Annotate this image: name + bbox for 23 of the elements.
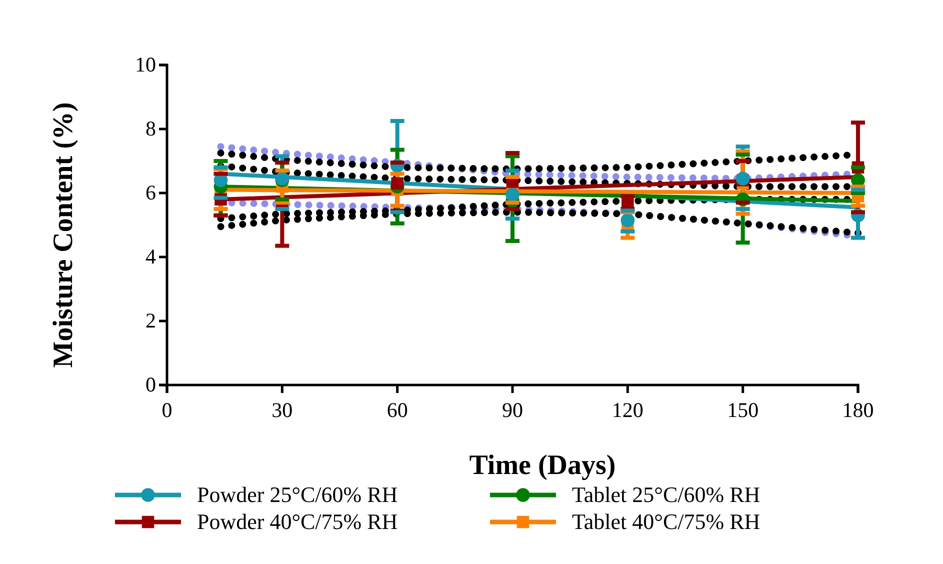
legend-label: Powder 40°C/75% RH bbox=[197, 509, 398, 534]
legend-label: Tablet 40°C/75% RH bbox=[572, 509, 760, 534]
y-tick-label: 10 bbox=[135, 52, 156, 77]
x-tick-label: 90 bbox=[502, 398, 523, 422]
point bbox=[736, 172, 750, 186]
y-axis-title: Moisture Content (%) bbox=[48, 102, 79, 368]
x-axis-title: Time (Days) bbox=[469, 450, 616, 481]
x-tick-label: 120 bbox=[612, 398, 644, 422]
point bbox=[506, 188, 520, 202]
point bbox=[391, 177, 404, 190]
x-tick-label: 0 bbox=[162, 398, 172, 422]
y-tick-label: 6 bbox=[146, 180, 156, 205]
legend-label: Tablet 25°C/60% RH bbox=[572, 482, 760, 507]
y-tick-label: 8 bbox=[146, 116, 156, 141]
legend-label: Powder 25°C/60% RH bbox=[197, 482, 398, 507]
y-tick-label: 4 bbox=[146, 244, 156, 269]
point bbox=[620, 213, 635, 228]
x-tick-label: 180 bbox=[842, 398, 874, 422]
y-tick-label: 2 bbox=[146, 308, 156, 333]
x-tick-label: 60 bbox=[386, 398, 408, 422]
x-tick-label: 150 bbox=[727, 398, 759, 422]
y-tick-label: 0 bbox=[146, 372, 156, 397]
x-tick-label: 30 bbox=[272, 398, 293, 422]
